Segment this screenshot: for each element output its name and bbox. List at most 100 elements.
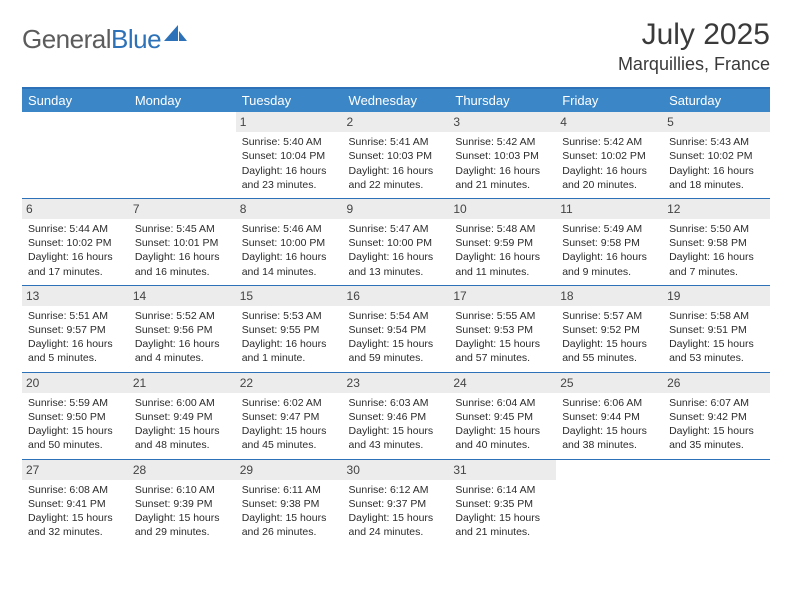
sunrise-text: Sunrise: 5:54 AM bbox=[349, 309, 444, 323]
sunrise-text: Sunrise: 5:53 AM bbox=[242, 309, 337, 323]
calendar-table: SundayMondayTuesdayWednesdayThursdayFrid… bbox=[22, 89, 770, 545]
sunset-text: Sunset: 9:50 PM bbox=[28, 410, 123, 424]
sunset-text: Sunset: 9:42 PM bbox=[669, 410, 764, 424]
weekday-header: Wednesday bbox=[343, 89, 450, 112]
logo-text-gray: General bbox=[22, 24, 111, 54]
sunrise-text: Sunrise: 5:44 AM bbox=[28, 222, 123, 236]
day-number: 6 bbox=[22, 199, 129, 219]
location-label: Marquillies, France bbox=[618, 54, 770, 75]
calendar-day-cell: 12Sunrise: 5:50 AMSunset: 9:58 PMDayligh… bbox=[663, 198, 770, 285]
day-number: 8 bbox=[236, 199, 343, 219]
daylight-text: and 40 minutes. bbox=[455, 438, 550, 452]
calendar-day-cell: 1Sunrise: 5:40 AMSunset: 10:04 PMDayligh… bbox=[236, 112, 343, 198]
calendar-header-row: SundayMondayTuesdayWednesdayThursdayFrid… bbox=[22, 89, 770, 112]
day-number: 30 bbox=[343, 460, 450, 480]
daylight-text: and 50 minutes. bbox=[28, 438, 123, 452]
sunset-text: Sunset: 10:03 PM bbox=[455, 149, 550, 163]
sunrise-text: Sunrise: 5:42 AM bbox=[562, 135, 657, 149]
calendar-week-row: 27Sunrise: 6:08 AMSunset: 9:41 PMDayligh… bbox=[22, 459, 770, 545]
sunset-text: Sunset: 9:57 PM bbox=[28, 323, 123, 337]
sunset-text: Sunset: 9:58 PM bbox=[562, 236, 657, 250]
daylight-text: Daylight: 15 hours bbox=[349, 424, 444, 438]
day-number: 14 bbox=[129, 286, 236, 306]
logo: GeneralBlue bbox=[22, 24, 188, 55]
daylight-text: and 9 minutes. bbox=[562, 265, 657, 279]
daylight-text: and 17 minutes. bbox=[28, 265, 123, 279]
day-number: 1 bbox=[236, 112, 343, 132]
daylight-text: Daylight: 15 hours bbox=[455, 511, 550, 525]
daylight-text: and 7 minutes. bbox=[669, 265, 764, 279]
day-number: 7 bbox=[129, 199, 236, 219]
calendar-week-row: 1Sunrise: 5:40 AMSunset: 10:04 PMDayligh… bbox=[22, 112, 770, 198]
daylight-text: and 45 minutes. bbox=[242, 438, 337, 452]
daylight-text: and 4 minutes. bbox=[135, 351, 230, 365]
sunset-text: Sunset: 9:37 PM bbox=[349, 497, 444, 511]
day-number: 29 bbox=[236, 460, 343, 480]
sunset-text: Sunset: 9:41 PM bbox=[28, 497, 123, 511]
day-number: 13 bbox=[22, 286, 129, 306]
daylight-text: Daylight: 16 hours bbox=[242, 337, 337, 351]
day-number: 3 bbox=[449, 112, 556, 132]
day-number: 31 bbox=[449, 460, 556, 480]
sunset-text: Sunset: 9:39 PM bbox=[135, 497, 230, 511]
day-number: 22 bbox=[236, 373, 343, 393]
daylight-text: and 18 minutes. bbox=[669, 178, 764, 192]
calendar-day-cell: 4Sunrise: 5:42 AMSunset: 10:02 PMDayligh… bbox=[556, 112, 663, 198]
title-block: July 2025 Marquillies, France bbox=[618, 18, 770, 75]
daylight-text: and 59 minutes. bbox=[349, 351, 444, 365]
daylight-text: and 22 minutes. bbox=[349, 178, 444, 192]
sunrise-text: Sunrise: 5:57 AM bbox=[562, 309, 657, 323]
sunset-text: Sunset: 9:58 PM bbox=[669, 236, 764, 250]
day-number: 5 bbox=[663, 112, 770, 132]
day-number: 10 bbox=[449, 199, 556, 219]
calendar-day-cell: 20Sunrise: 5:59 AMSunset: 9:50 PMDayligh… bbox=[22, 372, 129, 459]
day-number: 23 bbox=[343, 373, 450, 393]
daylight-text: Daylight: 16 hours bbox=[562, 250, 657, 264]
daylight-text: Daylight: 15 hours bbox=[349, 337, 444, 351]
calendar-day-cell: 5Sunrise: 5:43 AMSunset: 10:02 PMDayligh… bbox=[663, 112, 770, 198]
day-number: 15 bbox=[236, 286, 343, 306]
header: GeneralBlue July 2025 Marquillies, Franc… bbox=[22, 18, 770, 75]
sunrise-text: Sunrise: 6:14 AM bbox=[455, 483, 550, 497]
calendar-day-cell: 30Sunrise: 6:12 AMSunset: 9:37 PMDayligh… bbox=[343, 459, 450, 545]
daylight-text: Daylight: 15 hours bbox=[455, 337, 550, 351]
sunset-text: Sunset: 9:49 PM bbox=[135, 410, 230, 424]
calendar-day-cell: 13Sunrise: 5:51 AMSunset: 9:57 PMDayligh… bbox=[22, 285, 129, 372]
day-number: 25 bbox=[556, 373, 663, 393]
daylight-text: Daylight: 15 hours bbox=[562, 424, 657, 438]
sunset-text: Sunset: 10:02 PM bbox=[28, 236, 123, 250]
daylight-text: and 14 minutes. bbox=[242, 265, 337, 279]
sunrise-text: Sunrise: 5:55 AM bbox=[455, 309, 550, 323]
daylight-text: and 1 minute. bbox=[242, 351, 337, 365]
calendar-day-cell: 10Sunrise: 5:48 AMSunset: 9:59 PMDayligh… bbox=[449, 198, 556, 285]
calendar-day-cell: 6Sunrise: 5:44 AMSunset: 10:02 PMDayligh… bbox=[22, 198, 129, 285]
calendar-day-cell: 18Sunrise: 5:57 AMSunset: 9:52 PMDayligh… bbox=[556, 285, 663, 372]
daylight-text: Daylight: 16 hours bbox=[135, 337, 230, 351]
weekday-header: Friday bbox=[556, 89, 663, 112]
daylight-text: and 20 minutes. bbox=[562, 178, 657, 192]
sunrise-text: Sunrise: 5:43 AM bbox=[669, 135, 764, 149]
calendar-week-row: 13Sunrise: 5:51 AMSunset: 9:57 PMDayligh… bbox=[22, 285, 770, 372]
daylight-text: and 29 minutes. bbox=[135, 525, 230, 539]
day-number: 2 bbox=[343, 112, 450, 132]
day-number: 4 bbox=[556, 112, 663, 132]
sunrise-text: Sunrise: 5:49 AM bbox=[562, 222, 657, 236]
day-number: 27 bbox=[22, 460, 129, 480]
day-number: 19 bbox=[663, 286, 770, 306]
sunrise-text: Sunrise: 6:00 AM bbox=[135, 396, 230, 410]
calendar-day-cell: 26Sunrise: 6:07 AMSunset: 9:42 PMDayligh… bbox=[663, 372, 770, 459]
daylight-text: Daylight: 16 hours bbox=[562, 164, 657, 178]
sunrise-text: Sunrise: 6:02 AM bbox=[242, 396, 337, 410]
sunrise-text: Sunrise: 5:42 AM bbox=[455, 135, 550, 149]
daylight-text: and 55 minutes. bbox=[562, 351, 657, 365]
daylight-text: and 23 minutes. bbox=[242, 178, 337, 192]
day-number: 21 bbox=[129, 373, 236, 393]
daylight-text: and 35 minutes. bbox=[669, 438, 764, 452]
day-number: 11 bbox=[556, 199, 663, 219]
sunrise-text: Sunrise: 5:45 AM bbox=[135, 222, 230, 236]
daylight-text: Daylight: 15 hours bbox=[28, 511, 123, 525]
calendar-day-cell: 7Sunrise: 5:45 AMSunset: 10:01 PMDayligh… bbox=[129, 198, 236, 285]
sunset-text: Sunset: 10:00 PM bbox=[242, 236, 337, 250]
calendar-day-cell: 22Sunrise: 6:02 AMSunset: 9:47 PMDayligh… bbox=[236, 372, 343, 459]
sunset-text: Sunset: 10:03 PM bbox=[349, 149, 444, 163]
